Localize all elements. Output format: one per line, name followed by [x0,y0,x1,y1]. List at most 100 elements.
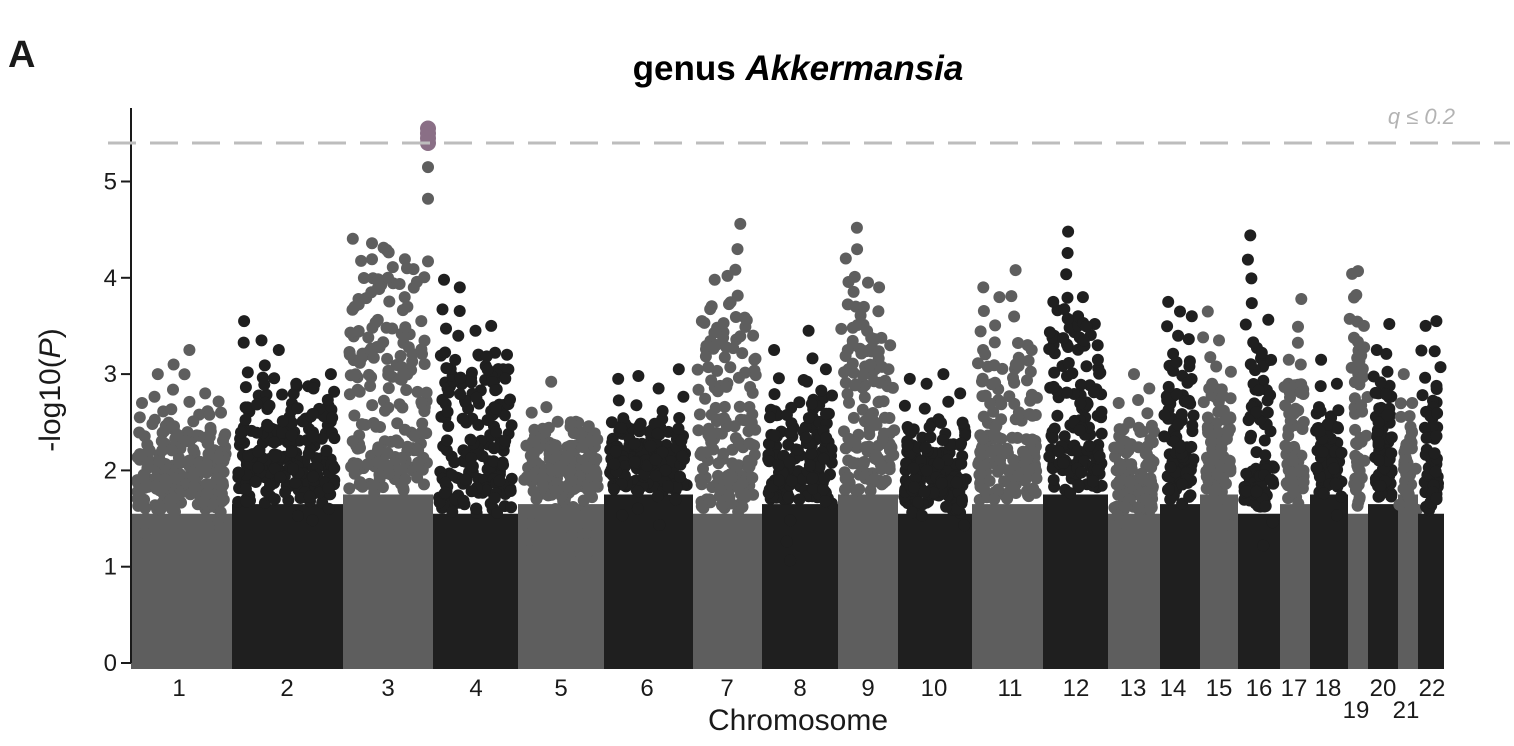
snp-point [1132,394,1145,406]
snp-point [321,393,334,406]
snp-point [932,457,945,470]
snp-point [1111,509,1124,522]
snp-point [268,372,281,385]
snp-point [1367,370,1380,383]
snp-point [346,435,359,448]
snp-peak-point [1025,344,1038,356]
snp-point [901,439,914,452]
snp-point [386,322,399,335]
snp-point [1410,503,1423,516]
snp-point [472,418,485,431]
chromosome-band [232,504,343,669]
snp-point [1175,408,1188,421]
snp-point [780,535,793,548]
snp-point [328,385,341,398]
snp-peak-point [365,286,378,299]
snp-peak-point [1009,264,1022,277]
snp-point [183,395,196,408]
snp-point [197,496,210,509]
snp-point [152,499,165,512]
snp-point [848,270,861,283]
snp-point [918,486,931,499]
snp-peak-point [1295,293,1308,305]
snp-peak-point [839,252,852,265]
snp-point [1292,320,1304,333]
snp-point [285,416,298,429]
snp-point [442,386,455,399]
snp-point [346,232,359,245]
snp-point [820,431,833,444]
snp-point [842,471,855,483]
snp-point [1095,405,1108,418]
snp-point [1245,272,1258,285]
snp-point [1250,406,1263,419]
snp-point [1201,411,1214,424]
snp-point [1247,336,1260,349]
snp-point [1264,473,1277,486]
snp-point [563,548,576,561]
snp-peak-point [1076,291,1089,304]
snp-point [488,442,500,455]
snp-peak-point [469,324,482,337]
snp-peak-point [1397,368,1410,381]
snp-peak-point [1201,305,1214,318]
snp-point [691,363,704,376]
chromosome-label: 19 [1343,697,1370,724]
snp-point [303,490,316,503]
snp-point [480,484,493,497]
snp-point [349,368,362,381]
snp-point [302,447,315,460]
snp-point [1244,432,1257,445]
snp-point [422,255,434,268]
chromosome-label: 3 [381,675,394,702]
snp-point [1008,310,1021,323]
snp-point [712,469,724,482]
chromosome-band [1398,494,1418,669]
snp-point [1224,519,1237,532]
snp-point [935,416,947,429]
snp-point [291,509,304,522]
y-tick-label: 5 [104,169,117,196]
snp-point [153,455,166,467]
snp-point [268,436,281,449]
snp-point [956,416,969,429]
snp-point [252,461,265,474]
snp-point [138,481,151,494]
snp-point [1257,539,1270,552]
snp-point [499,434,512,447]
snp-point [133,448,146,461]
snp-point [920,464,933,477]
snp-peak-point [564,416,577,429]
snp-point [1047,380,1060,393]
snp-point [732,481,745,494]
snp-point [714,413,726,426]
snp-point [705,374,718,387]
chromosome-label: 11 [998,675,1023,702]
snp-peak-point [415,315,428,328]
snp-point [1172,329,1185,342]
snp-peak-point [884,339,897,352]
snp-point [167,492,180,505]
snp-point [857,300,870,313]
snp-point [436,303,449,316]
snp-point [401,262,413,275]
snp-point [1416,389,1429,402]
snp-point [950,476,963,489]
snp-point [630,399,643,412]
snp-point [1091,353,1104,366]
snp-point [505,419,518,432]
snp-point [743,460,756,473]
snp-point [1409,462,1422,475]
snp-point [694,448,707,461]
snp-peak-point [255,334,268,347]
snp-point [1110,524,1122,537]
snp-point [608,483,620,496]
snp-peak-point [1112,397,1125,409]
snp-point [977,305,990,317]
snp-point [366,253,378,266]
snp-point [857,369,870,382]
snp-point [732,371,745,384]
snp-point [988,493,1001,506]
snp-point [268,493,281,506]
snp-point [1403,531,1416,544]
